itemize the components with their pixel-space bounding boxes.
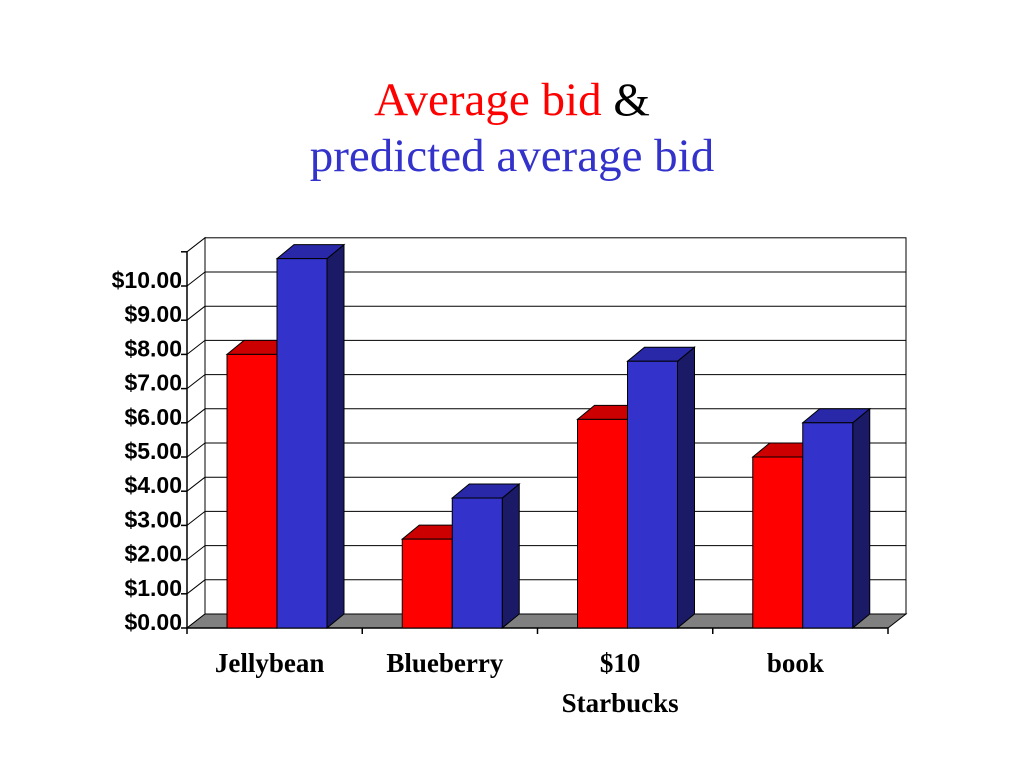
gridline-side: [186, 442, 206, 458]
title-line-1: Average bid &: [0, 72, 1024, 128]
title-predicted-average-bid: predicted average bid: [309, 130, 715, 182]
bar-average-bid: [401, 538, 453, 629]
y-tick-label: $7.00: [124, 370, 182, 396]
bar-predicted-average-bid: [627, 360, 678, 629]
bar-side-face: [852, 407, 871, 630]
y-tick-label: $8.00: [124, 335, 182, 361]
gridline-side: [186, 271, 206, 287]
gridline-side: [186, 408, 206, 424]
bar-side-face: [326, 243, 345, 630]
y-tick-label: $2.00: [124, 541, 182, 567]
chart-side-wall: [186, 236, 206, 630]
x-tick-label: Starbucks: [562, 688, 679, 718]
bar-predicted-average-bid: [276, 258, 328, 629]
bar-average-bid: [577, 418, 628, 629]
x-tick-label: Blueberry: [386, 648, 503, 678]
gridline-side: [186, 305, 206, 321]
title-ampersand: &: [613, 74, 650, 126]
y-tick-label: $4.00: [124, 472, 182, 498]
bar-average-bid: [752, 456, 804, 629]
y-tick-label: $3.00: [124, 506, 182, 532]
gridline-side: [186, 511, 206, 526]
gridline-side: [186, 476, 206, 492]
bar-predicted-average-bid: [802, 422, 854, 629]
y-tick-label: $5.00: [124, 438, 182, 464]
gridline-side: [186, 374, 206, 389]
bar-average-bid: [226, 353, 278, 629]
gridline-side: [186, 340, 206, 355]
title-line-2: predicted average bid: [0, 128, 1024, 184]
bar-predicted-average-bid: [451, 497, 503, 629]
bar-side-face: [501, 482, 520, 630]
gridline-side: [186, 579, 206, 595]
chart-title: Average bid & predicted average bid: [0, 72, 1024, 184]
x-tick-label: $10: [600, 648, 641, 678]
gridline-side: [186, 545, 206, 560]
y-tick-label: $9.00: [124, 301, 182, 327]
y-tick-label: $6.00: [124, 404, 182, 430]
x-tick-label: book: [767, 648, 824, 678]
y-tick-label: $1.00: [124, 575, 182, 601]
y-tick-label: $10.00: [112, 267, 182, 293]
y-tick-label: $0.00: [124, 609, 182, 635]
bar-side-face: [677, 346, 695, 630]
title-average-bid: Average bid: [374, 74, 602, 126]
x-tick-label: Jellybean: [215, 648, 325, 678]
